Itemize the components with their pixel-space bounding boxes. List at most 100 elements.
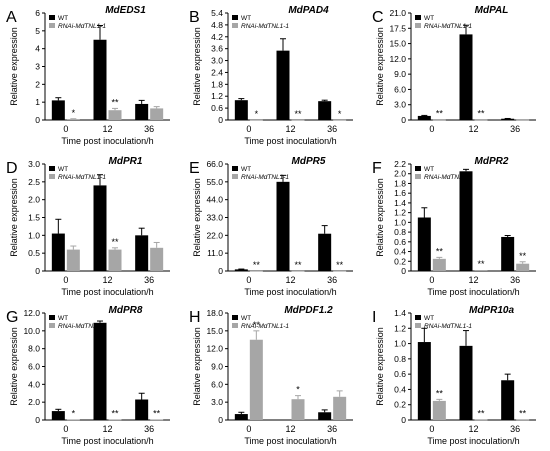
y-tick-label: 0.5: [28, 248, 40, 258]
bar-rnai: [474, 419, 488, 421]
y-tick-label: 55.0: [206, 177, 223, 187]
legend-swatch: [415, 315, 421, 320]
y-tick-label: 4.8: [211, 20, 223, 30]
chart-title: MdPR2: [475, 156, 509, 167]
y-tick-label: 1.2: [394, 208, 406, 218]
significance-marker: **: [436, 246, 444, 256]
y-tick-label: 0: [35, 415, 40, 425]
chart-panel-h: H MdPDF1.2 0 3.0 6.0 9.0 12.0 15.0 18.0 Relative …: [189, 305, 353, 446]
bar-wt: [234, 269, 248, 271]
bar-rnai: [432, 400, 446, 420]
y-axis-label: Relative expression: [192, 178, 202, 257]
x-tick-label: 36: [144, 275, 154, 285]
x-tick-label: 36: [510, 275, 520, 285]
y-tick-label: 11.0: [207, 248, 223, 258]
x-tick-label: 36: [144, 424, 154, 434]
y-tick-label: 4.0: [28, 379, 40, 389]
y-tick-label: 1: [35, 97, 40, 107]
significance-marker: **: [436, 388, 444, 398]
chart-panel-c: C MdPAL 0 3.0 6.0 9.0 12.0 15.0 17.5 21.0 Relative…: [372, 5, 536, 134]
bar-rnai: [333, 270, 347, 272]
panel-letter: F: [372, 160, 382, 177]
x-tick-label: 36: [510, 124, 520, 134]
y-tick-label: 1.0: [28, 230, 40, 240]
y-tick-label: 0.6: [211, 103, 223, 113]
y-axis-label: Relative expression: [9, 27, 19, 106]
panel-letter: I: [372, 309, 376, 326]
y-tick-label: 0: [401, 266, 406, 276]
significance-marker: *: [296, 385, 300, 395]
bar-rnai: [291, 399, 305, 420]
y-tick-label: 0.2: [394, 400, 406, 410]
bar-wt: [501, 236, 515, 271]
legend-label: WT: [58, 166, 68, 173]
y-tick-label: 2.0: [28, 397, 40, 407]
significance-marker: **: [436, 109, 444, 119]
y-tick-label: 6.0: [28, 362, 40, 372]
bar-rnai: [432, 119, 446, 121]
legend-label: RNAi-MdTNL1-1: [241, 174, 289, 181]
bar-rnai: [249, 270, 263, 272]
significance-marker: **: [336, 260, 344, 270]
bar-rnai: [108, 419, 122, 421]
y-axis-label: Relative expression: [9, 327, 19, 406]
significance-marker: **: [477, 409, 485, 419]
y-tick-label: 6.0: [394, 84, 406, 94]
legend-label: WT: [241, 315, 251, 322]
legend-swatch: [232, 323, 238, 328]
y-tick-label: 0: [401, 115, 406, 125]
x-tick-label: 36: [327, 424, 337, 434]
chart-panel-i: I MdPR10a 0 0.2 0.4 0.6 0.8 1.0 1.2 1.4 Relative e…: [372, 305, 536, 446]
bar-wt: [93, 39, 107, 120]
bar-wt: [318, 412, 332, 420]
bar-rnai: [108, 110, 122, 120]
x-tick-label: 0: [246, 275, 251, 285]
bar-wt: [234, 414, 248, 420]
y-tick-label: 0: [35, 115, 40, 125]
legend-swatch: [49, 23, 55, 28]
x-axis-label: Time post inoculation/h: [61, 287, 153, 297]
significance-marker: *: [72, 108, 76, 118]
chart-title: MdPAL: [475, 5, 509, 16]
y-tick-label: 2.2: [394, 159, 406, 169]
y-tick-label: 1.5: [28, 213, 40, 223]
bar-rnai: [432, 258, 446, 271]
significance-marker: *: [255, 109, 259, 119]
y-tick-label: 8.0: [28, 344, 40, 354]
significance-marker: **: [519, 409, 527, 419]
bar-wt: [135, 235, 149, 271]
y-tick-label: 0: [218, 415, 223, 425]
chart-title: MdPR5: [292, 156, 326, 167]
bar-rnai: [66, 119, 80, 120]
x-axis-label: Time post inoculation/h: [244, 287, 336, 297]
panel-letter: C: [372, 9, 384, 26]
y-tick-label: 0.2: [394, 256, 406, 266]
y-tick-label: 15.0: [389, 39, 406, 49]
y-tick-label: 5: [35, 26, 40, 36]
x-tick-label: 0: [63, 275, 68, 285]
bar-rnai: [516, 263, 530, 271]
bar-wt: [135, 399, 149, 420]
bar-wt: [459, 171, 473, 271]
significance-marker: **: [294, 109, 302, 119]
chart-title: MdPR1: [109, 156, 143, 167]
y-axis-label: Relative expression: [375, 178, 385, 257]
legend-label: WT: [424, 166, 434, 173]
x-tick-label: 0: [63, 424, 68, 434]
bar-wt: [318, 101, 332, 120]
legend-swatch: [49, 166, 55, 171]
x-tick-label: 0: [429, 275, 434, 285]
legend-label: RNAi-MdTNL1-1: [241, 23, 289, 30]
legend-swatch: [232, 166, 238, 171]
legend-label: RNAi-MdTNL1-1: [424, 174, 472, 181]
significance-marker: **: [153, 409, 161, 419]
y-tick-label: 17.5: [389, 23, 406, 33]
y-tick-label: 21.0: [389, 8, 406, 18]
legend-swatch: [415, 323, 421, 328]
legend-label: RNAi-MdTNL1-1: [424, 323, 472, 330]
y-tick-label: 3.0: [211, 397, 223, 407]
significance-marker: **: [294, 260, 302, 270]
legend-swatch: [232, 23, 238, 28]
bar-rnai: [333, 396, 347, 420]
